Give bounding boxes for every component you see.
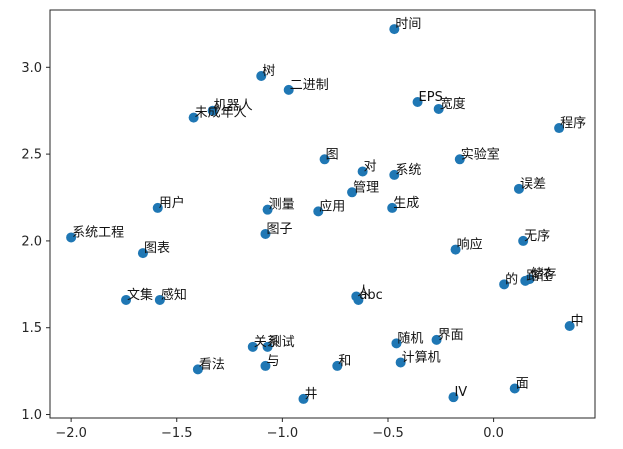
axis-ticks: −2.0 −1.5 −1.0 −0.5 0.0 1.0 1.5 2.0 2.5 3.0: [21, 61, 504, 441]
point-label: 的: [505, 271, 518, 287]
scatter-point: [524, 274, 535, 285]
y-tick-label: 3.0: [21, 61, 42, 76]
point-label: 测量: [269, 198, 295, 213]
scatter-point: [564, 320, 575, 331]
scatter-point: [283, 84, 294, 95]
scatter-point: [513, 183, 524, 194]
y-tick-label: 2.5: [21, 148, 42, 163]
point-label: 管理: [353, 180, 379, 195]
point-label: 感知: [161, 287, 187, 303]
point-label: 系统: [395, 163, 421, 178]
data-points: [66, 24, 575, 404]
point-label: 面: [516, 376, 529, 391]
scatter-point: [387, 202, 398, 213]
x-tick-label: −1.0: [267, 426, 299, 441]
scatter-point: [499, 279, 510, 290]
scatter-point: [389, 169, 400, 180]
point-label: 用户: [159, 195, 185, 211]
point-label: 图子: [266, 222, 292, 237]
scatter-point: [260, 228, 271, 239]
point-label: 和: [338, 354, 351, 369]
scatter-point: [395, 357, 406, 368]
scatter-point: [298, 393, 309, 404]
point-label: 误差: [520, 177, 546, 192]
scatter-point: [389, 24, 400, 35]
scatter-point: [260, 360, 271, 371]
scatter-point: [188, 112, 199, 123]
point-label: 实验室: [461, 146, 500, 162]
scatter-point: [450, 244, 461, 255]
point-label: 图: [326, 147, 339, 162]
point-label: 测试: [269, 335, 295, 350]
scatter-point: [433, 103, 444, 114]
plot-frame: [49, 9, 596, 419]
scatter-point: [152, 202, 163, 213]
x-tick-label: −2.0: [55, 426, 87, 441]
point-label: 未成年人: [195, 106, 247, 121]
scatter-point: [192, 364, 203, 375]
point-label: 二进制: [290, 78, 329, 93]
scatter-point: [448, 392, 459, 403]
point-label: 储存: [531, 267, 557, 282]
scatter-point: [509, 383, 520, 394]
y-tick-label: 1.5: [21, 321, 42, 336]
point-label: 人: [357, 284, 370, 299]
point-label: 生成: [393, 196, 419, 211]
point-label: 文集: [127, 287, 153, 303]
point-label: 图表: [144, 241, 170, 256]
point-label: 机器人: [214, 99, 253, 114]
point-label: 看法: [199, 356, 225, 372]
scatter-point: [332, 360, 343, 371]
y-tick-label: 1.0: [21, 408, 42, 423]
scatter-point: [353, 294, 364, 305]
point-label: 界面: [438, 328, 464, 343]
scatter-point: [554, 123, 565, 134]
scatter-point: [347, 187, 358, 198]
point-label: 随机: [397, 331, 423, 346]
point-label: 系统工程: [72, 225, 124, 240]
scatter-point: [431, 334, 442, 345]
point-label: 应用: [319, 198, 345, 214]
scatter-point: [319, 154, 330, 165]
point-label: 对: [364, 159, 377, 174]
scatter-point: [137, 248, 148, 259]
point-label: 响应: [457, 237, 483, 253]
point-label: 计算机: [402, 350, 441, 365]
scatter-point: [518, 235, 529, 246]
point-label: 时间: [395, 17, 421, 32]
scatter-point: [121, 294, 132, 305]
point-label: 关系: [254, 335, 280, 350]
point-label: 无序: [524, 229, 550, 244]
scatter-point: [66, 232, 77, 243]
scatter-point: [313, 206, 324, 217]
scatter-point: [262, 204, 273, 215]
point-label: 与: [266, 354, 279, 369]
x-tick-label: 0.0: [483, 426, 504, 441]
scatter-point: [357, 166, 368, 177]
scatter-point: [391, 338, 402, 349]
scatter-point: [256, 70, 267, 81]
scatter-point: [247, 341, 258, 352]
y-tick-label: 2.0: [21, 234, 42, 249]
point-label: IV: [454, 385, 467, 400]
scatter-point: [412, 97, 423, 108]
x-tick-label: −1.5: [161, 426, 193, 441]
scatter-point: [454, 154, 465, 165]
point-label: 中: [571, 314, 584, 329]
point-label: 程序: [560, 116, 586, 131]
point-label: 路径: [526, 268, 552, 284]
point-label: abc: [359, 288, 382, 303]
x-tick-label: −0.5: [372, 426, 404, 441]
scatter-point: [262, 341, 273, 352]
point-label: 树: [262, 64, 275, 79]
scatter-point: [154, 294, 165, 305]
point-label: 宽度: [440, 96, 466, 112]
scatter-point: [207, 105, 218, 116]
point-label: EPS: [419, 90, 443, 105]
point-label: 井: [304, 387, 317, 402]
